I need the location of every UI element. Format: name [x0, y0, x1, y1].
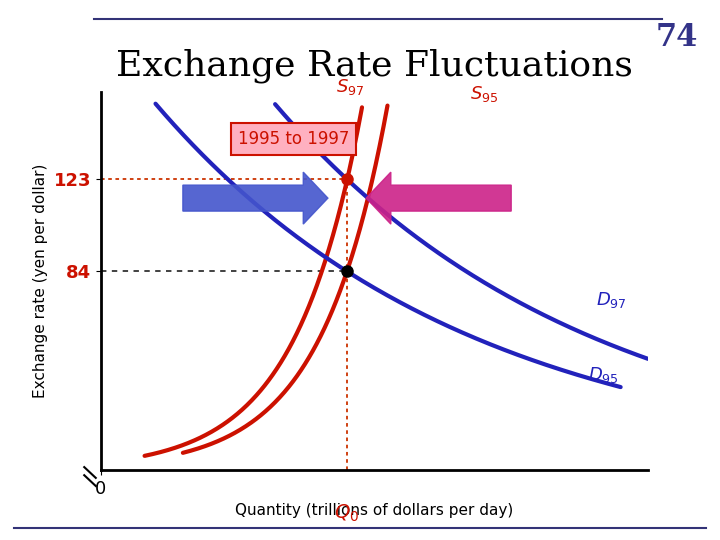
- FancyArrow shape: [183, 172, 328, 224]
- Y-axis label: Exchange rate (yen per dollar): Exchange rate (yen per dollar): [33, 164, 48, 398]
- Text: $D_{95}$: $D_{95}$: [588, 365, 618, 386]
- Title: Exchange Rate Fluctuations: Exchange Rate Fluctuations: [116, 48, 633, 83]
- Text: 74: 74: [656, 22, 698, 52]
- Text: 1995 to 1997: 1995 to 1997: [238, 130, 349, 148]
- Text: $Q_0$: $Q_0$: [335, 503, 359, 524]
- Text: $S_{95}$: $S_{95}$: [469, 84, 498, 104]
- X-axis label: Quantity (trillions of dollars per day): Quantity (trillions of dollars per day): [235, 503, 513, 518]
- Text: $D_{97}$: $D_{97}$: [596, 289, 627, 310]
- FancyArrow shape: [366, 172, 511, 224]
- Text: $S_{97}$: $S_{97}$: [336, 77, 364, 97]
